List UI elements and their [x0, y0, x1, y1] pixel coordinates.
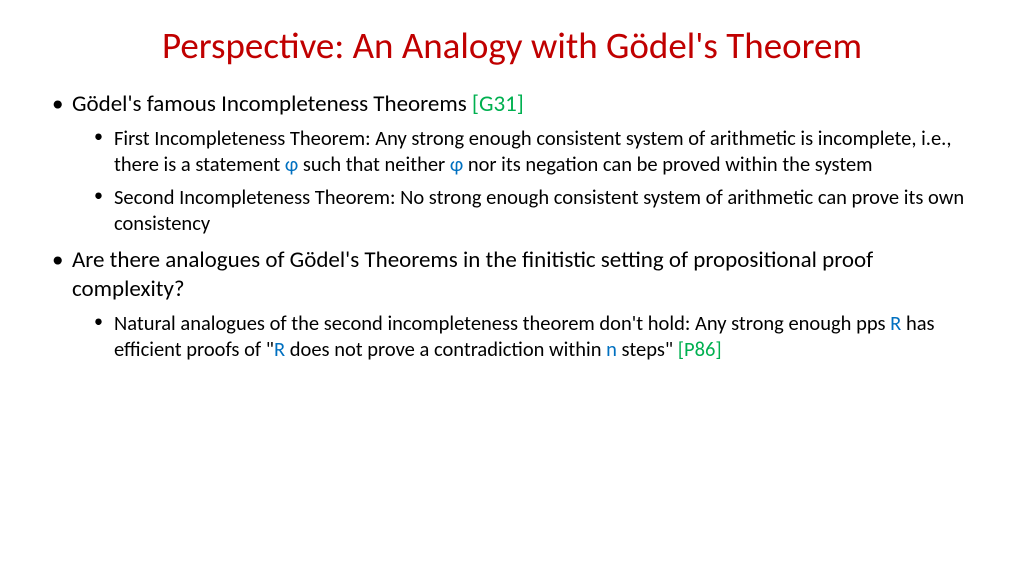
bullet-text: Gödel's famous Incompleteness Theorems — [72, 90, 472, 118]
bullet-text: such that neither — [298, 151, 450, 177]
bullet-text: nor its negation can be proved within th… — [463, 151, 872, 177]
math-symbol: φ — [285, 151, 298, 177]
bullet-text: does not prove a contradiction within — [285, 336, 606, 362]
bullet-text: Second Incompleteness Theorem: No strong… — [114, 184, 964, 236]
math-symbol: R — [890, 310, 901, 336]
bullet-level2: First Incompleteness Theorem: Any strong… — [72, 125, 974, 177]
bullet-list: Gödel's famous Incompleteness Theorems [… — [50, 90, 974, 362]
slide-title: Perspective: An Analogy with Gödel's The… — [50, 24, 974, 68]
bullet-text: Are there analogues of Gödel's Theorems … — [72, 246, 873, 303]
math-symbol: n — [606, 336, 617, 362]
sub-list: First Incompleteness Theorem: Any strong… — [72, 125, 974, 236]
math-symbol: R — [274, 336, 285, 362]
citation: [G31] — [472, 90, 524, 118]
bullet-level2: Second Incompleteness Theorem: No strong… — [72, 184, 974, 236]
bullet-level1: Are there analogues of Gödel's Theorems … — [50, 246, 974, 362]
bullet-level1: Gödel's famous Incompleteness Theorems [… — [50, 90, 974, 236]
bullet-level2: Natural analogues of the second incomple… — [72, 310, 974, 362]
citation: [P86] — [678, 336, 722, 362]
bullet-text: steps" — [617, 336, 678, 362]
math-symbol: φ — [450, 151, 463, 177]
sub-list: Natural analogues of the second incomple… — [72, 310, 974, 362]
bullet-text: Natural analogues of the second incomple… — [114, 310, 890, 336]
